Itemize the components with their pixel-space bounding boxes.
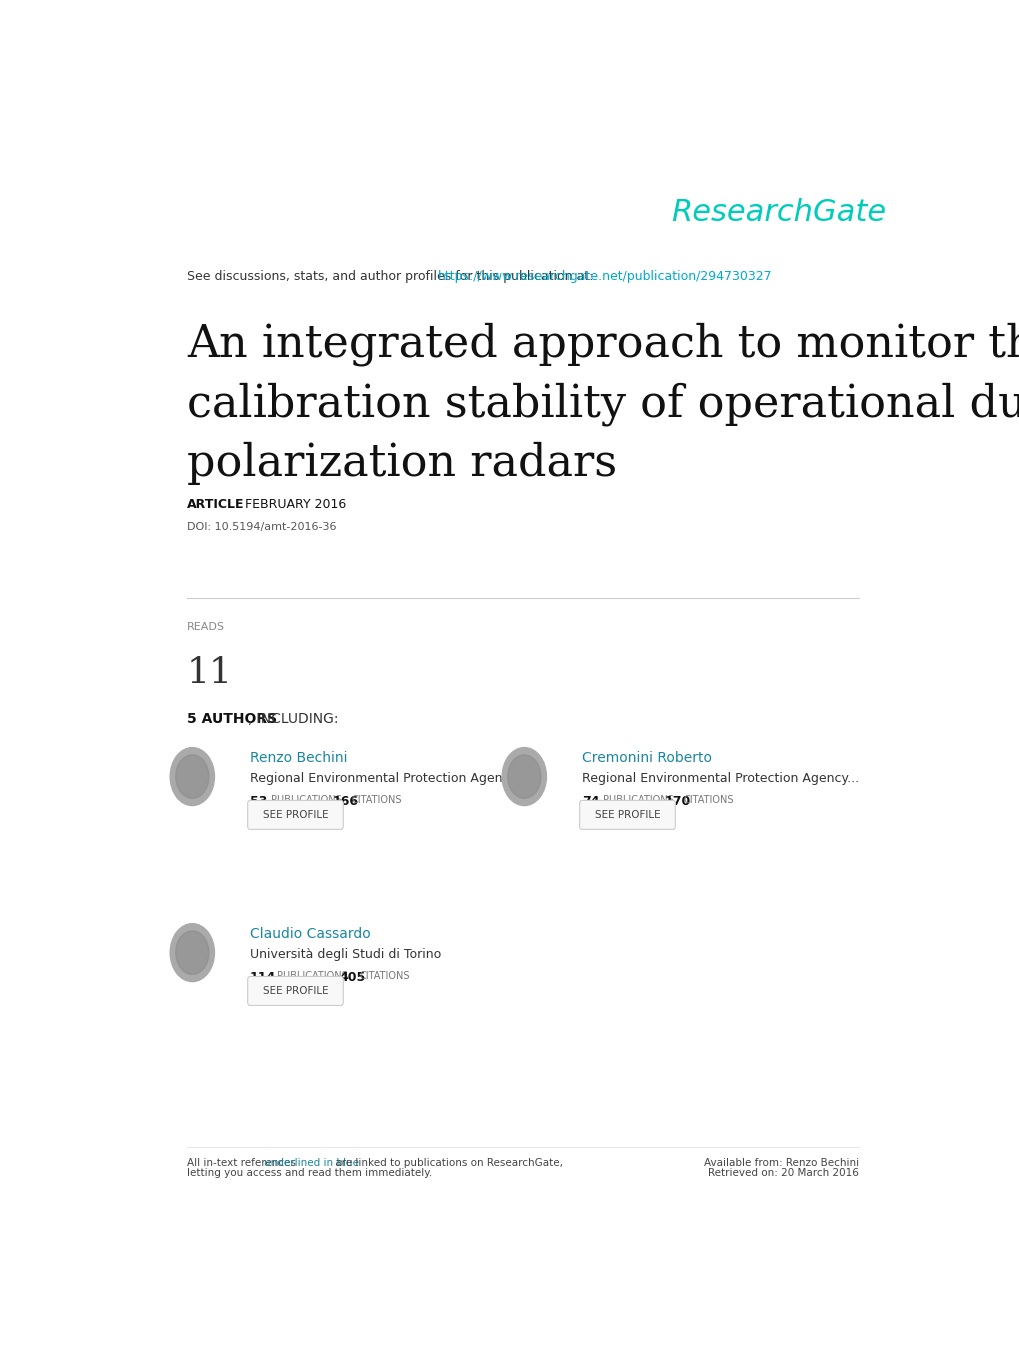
Text: Regional Environmental Protection Agency...: Regional Environmental Protection Agency…: [582, 772, 858, 785]
Text: · FEBRUARY 2016: · FEBRUARY 2016: [232, 498, 345, 511]
Text: CITATIONS: CITATIONS: [351, 795, 401, 806]
FancyBboxPatch shape: [248, 976, 343, 1006]
Text: 166: 166: [333, 795, 359, 808]
Text: Regional Environmental Protection Agency...: Regional Environmental Protection Agency…: [250, 772, 527, 785]
Text: 114: 114: [250, 971, 276, 985]
Text: See discussions, stats, and author profiles for this publication at:: See discussions, stats, and author profi…: [186, 270, 596, 284]
Text: Retrieved on: 20 March 2016: Retrieved on: 20 March 2016: [707, 1167, 858, 1178]
Text: are linked to publications on ResearchGate,: are linked to publications on ResearchGa…: [332, 1158, 562, 1167]
Text: Cremonini Roberto: Cremonini Roberto: [582, 751, 711, 765]
Text: ResearchGate: ResearchGate: [671, 198, 886, 227]
Text: calibration stability of operational dual-: calibration stability of operational dua…: [186, 382, 1019, 425]
Text: PUBLICATIONS: PUBLICATIONS: [276, 971, 347, 982]
Text: Università degli Studi di Torino: Università degli Studi di Torino: [250, 948, 441, 962]
Text: Renzo Bechini: Renzo Bechini: [250, 751, 347, 765]
Text: READS: READS: [186, 623, 224, 632]
Circle shape: [175, 755, 209, 799]
Text: letting you access and read them immediately.: letting you access and read them immedia…: [186, 1167, 432, 1178]
Text: PUBLICATIONS: PUBLICATIONS: [602, 795, 673, 806]
Text: 5 AUTHORS: 5 AUTHORS: [186, 713, 276, 726]
Text: underlined in blue: underlined in blue: [264, 1158, 359, 1167]
Circle shape: [501, 748, 546, 806]
Text: SEE PROFILE: SEE PROFILE: [263, 810, 328, 820]
FancyBboxPatch shape: [248, 800, 343, 830]
Circle shape: [507, 755, 540, 799]
Text: All in-text references: All in-text references: [186, 1158, 299, 1167]
Text: , INCLUDING:: , INCLUDING:: [248, 713, 338, 726]
Circle shape: [175, 931, 209, 974]
Text: 74: 74: [582, 795, 599, 808]
Text: 405: 405: [339, 971, 365, 985]
Circle shape: [170, 924, 214, 982]
Text: DOI: 10.5194/amt-2016-36: DOI: 10.5194/amt-2016-36: [186, 522, 336, 531]
Text: CITATIONS: CITATIONS: [683, 795, 733, 806]
Text: 11: 11: [186, 656, 232, 690]
FancyBboxPatch shape: [579, 800, 675, 830]
Text: Claudio Cassardo: Claudio Cassardo: [250, 927, 371, 940]
Text: Available from: Renzo Bechini: Available from: Renzo Bechini: [703, 1158, 858, 1167]
Text: https://www.researchgate.net/publication/294730327: https://www.researchgate.net/publication…: [437, 270, 771, 284]
Text: An integrated approach to monitor the: An integrated approach to monitor the: [186, 321, 1019, 366]
Circle shape: [170, 748, 214, 806]
Text: SEE PROFILE: SEE PROFILE: [594, 810, 659, 820]
Text: ARTICLE: ARTICLE: [186, 498, 244, 511]
Text: CITATIONS: CITATIONS: [359, 971, 410, 982]
Text: 53: 53: [250, 795, 267, 808]
Text: 170: 170: [664, 795, 691, 808]
Text: polarization radars: polarization radars: [186, 443, 616, 486]
Text: PUBLICATIONS: PUBLICATIONS: [270, 795, 341, 806]
Text: SEE PROFILE: SEE PROFILE: [263, 986, 328, 995]
